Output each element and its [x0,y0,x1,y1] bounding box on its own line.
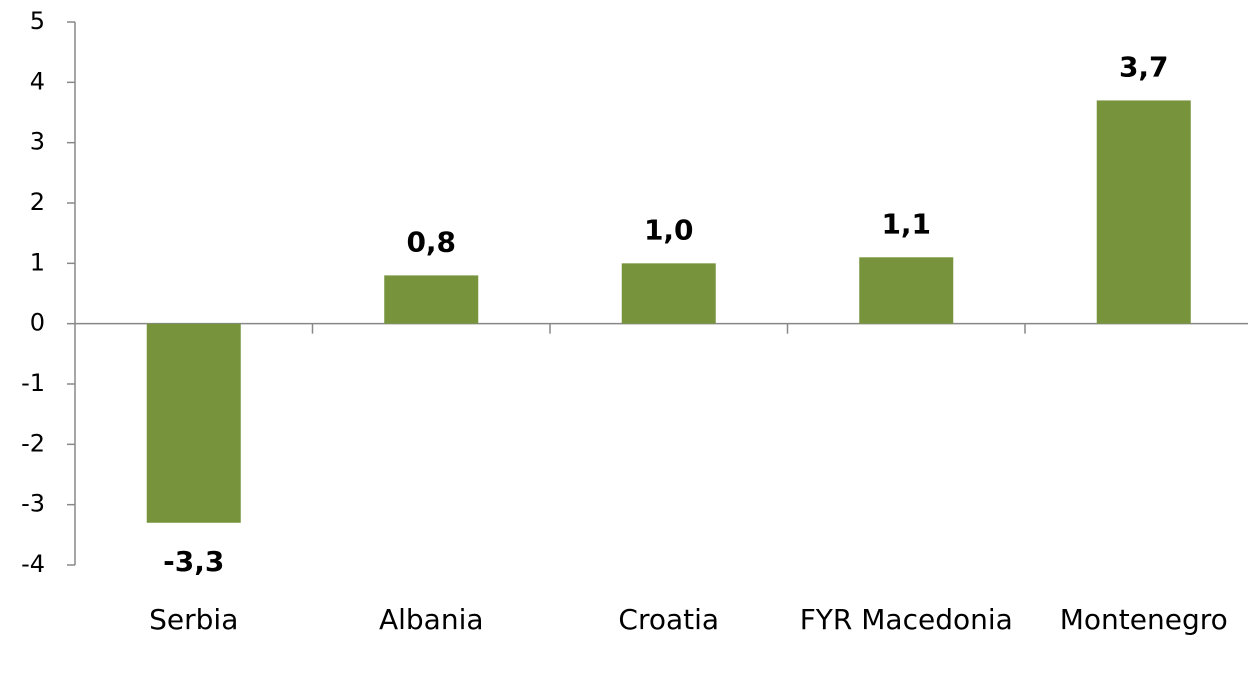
x-tick-label: Montenegro [1059,603,1228,636]
y-tick-label: 0 [30,309,45,337]
bar [859,257,954,324]
x-tick-label: Albania [378,603,484,636]
bar [384,275,479,324]
value-label: 0,8 [406,225,456,258]
x-tick-label: FYR Macedonia [799,603,1013,636]
value-label: 1,1 [881,207,931,240]
y-tick-label: 1 [30,248,45,276]
y-tick-label: -2 [21,429,45,457]
y-tick-label: 2 [30,188,45,216]
bar [1096,100,1191,324]
bar [146,323,241,523]
value-label: 1,0 [644,213,694,246]
y-tick-label: 5 [30,7,45,35]
y-tick-label: 3 [30,128,45,156]
y-tick-label: -1 [21,369,45,397]
x-tick-label: Croatia [618,603,720,636]
x-tick-label: Serbia [149,603,239,636]
y-tick-label: -3 [21,490,45,518]
y-tick-label: -4 [21,550,45,578]
value-label: -3,3 [163,545,224,578]
y-tick-label: 4 [30,67,45,95]
bar [621,263,716,324]
value-label: 3,7 [1119,50,1169,83]
